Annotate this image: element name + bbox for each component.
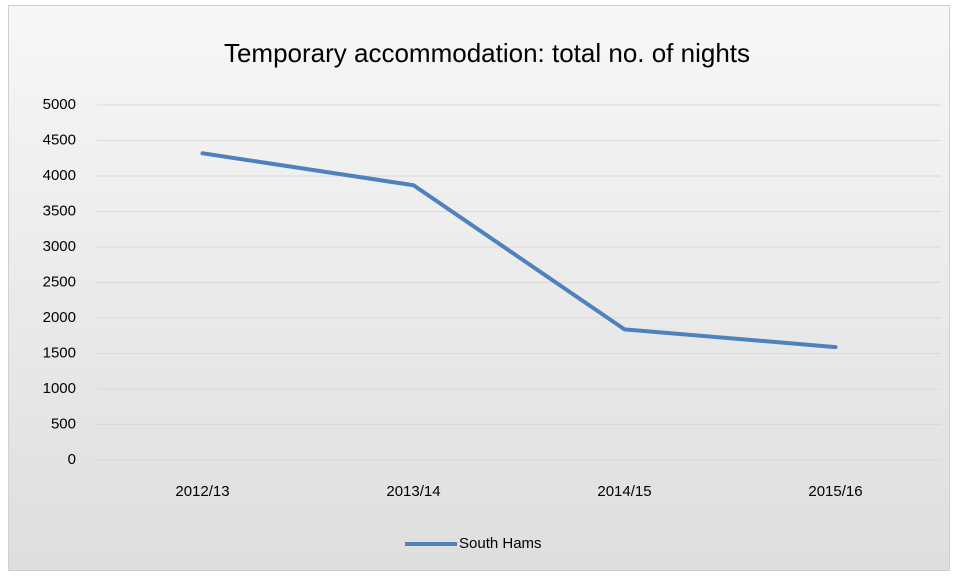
legend-label: South Hams [459, 535, 542, 552]
y-tick-label: 1000 [43, 380, 76, 397]
y-tick-label: 4500 [43, 131, 76, 148]
y-tick-label: 2500 [43, 273, 76, 290]
chart-background [8, 5, 950, 571]
line-series [200, 151, 838, 350]
y-tick-label: 1500 [43, 344, 76, 361]
x-tick-label: 2012/13 [175, 483, 229, 500]
x-tick-label: 2014/15 [597, 483, 651, 500]
y-tick-label: 3500 [43, 202, 76, 219]
y-tick-label: 500 [51, 415, 76, 432]
chart-title: Temporary accommodation: total no. of ni… [224, 38, 750, 68]
y-tick-label: 5000 [43, 96, 76, 113]
x-tick-label: 2013/14 [386, 483, 440, 500]
y-tick-label: 2000 [43, 309, 76, 326]
y-tick-label: 4000 [43, 167, 76, 184]
y-tick-label: 0 [68, 451, 76, 468]
x-tick-label: 2015/16 [808, 483, 862, 500]
y-tick-label: 3000 [43, 238, 76, 255]
